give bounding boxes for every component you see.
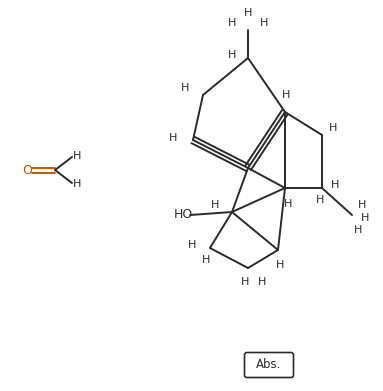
Text: H: H [358,200,366,210]
Text: H: H [282,90,290,100]
Text: H: H [329,123,337,133]
Text: H: H [316,195,324,205]
Text: H: H [361,213,369,223]
Text: H: H [202,255,210,265]
Text: H: H [331,180,339,190]
FancyBboxPatch shape [244,353,293,377]
Text: H: H [284,199,292,209]
Text: H: H [354,225,362,235]
Text: HO: HO [173,208,193,221]
Text: H: H [276,260,284,270]
Text: H: H [169,133,177,143]
Text: H: H [188,240,196,250]
Text: O: O [22,163,32,176]
Text: H: H [258,277,266,287]
Text: H: H [73,179,81,189]
Text: H: H [241,277,249,287]
Text: Abs.: Abs. [256,359,282,371]
Text: H: H [228,50,236,60]
Text: H: H [228,18,236,28]
Text: H: H [244,8,252,18]
Text: H: H [211,200,219,210]
Text: H: H [260,18,268,28]
Text: H: H [181,83,189,93]
Text: H: H [73,151,81,161]
